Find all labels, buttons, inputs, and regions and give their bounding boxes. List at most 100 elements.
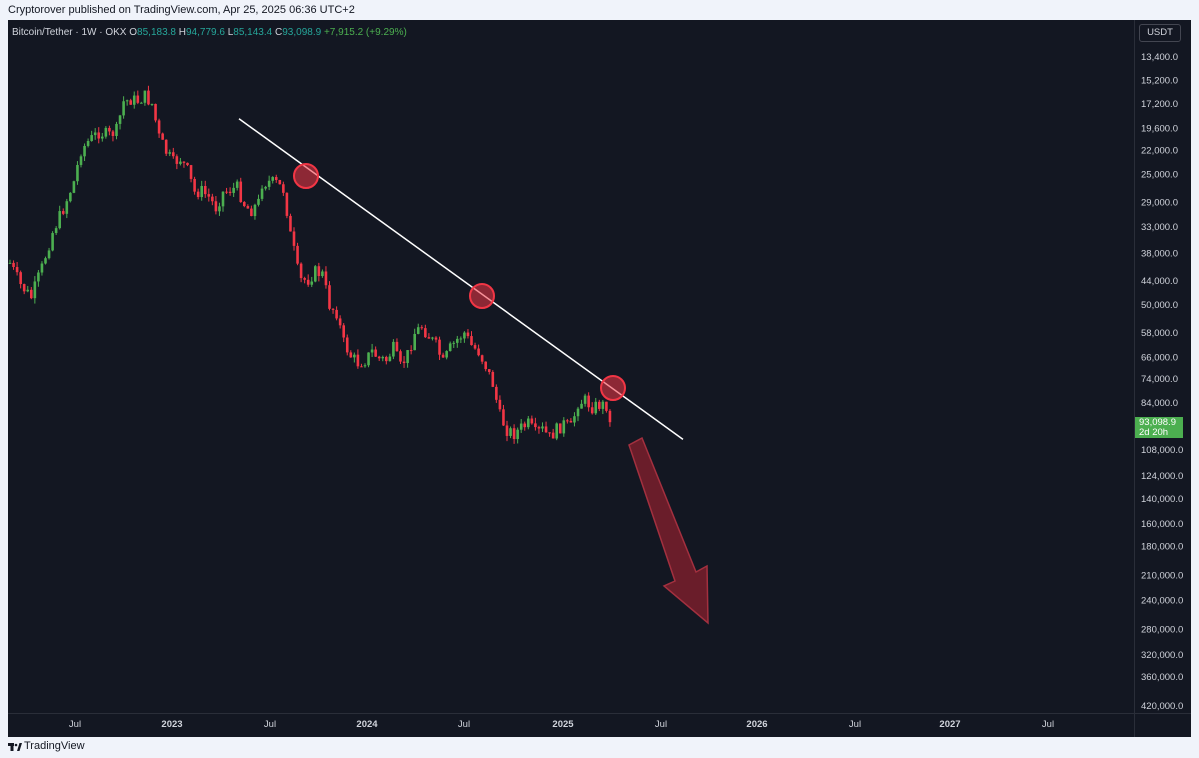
candle-body: [360, 366, 363, 368]
y-tick-label: 66,000.0: [1141, 352, 1178, 363]
candle-body: [93, 132, 97, 136]
candle-body: [480, 355, 484, 362]
candle-body: [321, 271, 324, 277]
y-tick-label: 74,000.0: [1141, 374, 1178, 385]
candle-body: [448, 343, 452, 352]
candle-body: [470, 336, 473, 346]
candle-body: [154, 103, 157, 121]
candle-body: [54, 228, 58, 234]
candle-body: [331, 308, 335, 310]
candle-body: [168, 152, 172, 154]
open-value: 85,183.8: [137, 27, 176, 38]
publish-info: Cryptorover published on TradingView.com…: [8, 4, 355, 16]
y-tick-label: 140,000.0: [1141, 494, 1183, 505]
x-tick-label: Jul: [849, 719, 861, 730]
low-value: 85,143.4: [233, 27, 273, 38]
candle-body: [243, 202, 246, 207]
time-axis-divider: [8, 713, 1191, 714]
candle-body: [19, 272, 22, 285]
candle-body: [314, 266, 317, 282]
publish-header: Cryptorover published on TradingView.com…: [0, 0, 1199, 20]
candle-body: [164, 139, 168, 154]
symbol-legend: Bitcoin/Tether · 1W · OKX O85,183.8 H94,…: [12, 27, 407, 38]
candle-body: [456, 338, 459, 343]
last-price-value: 93,098.9: [1139, 417, 1176, 428]
chart-pane[interactable]: 13,400.0 15,200.0 17,200.0 19,600.0 22,000.0…: [8, 20, 1191, 737]
bar-countdown: 2d 20h: [1139, 427, 1169, 438]
candle-body: [377, 356, 381, 359]
candle-body: [502, 409, 505, 426]
candle-body: [420, 327, 424, 329]
x-tick-label: 2026: [746, 719, 767, 730]
candle-body: [551, 432, 555, 439]
candle-body: [491, 371, 495, 387]
candle-body: [349, 352, 353, 358]
candle-body: [129, 100, 132, 105]
candle-body: [530, 418, 534, 424]
candle-body: [299, 263, 303, 279]
candle-body: [392, 341, 395, 357]
candle-body: [573, 416, 576, 423]
candle-body: [136, 95, 140, 103]
footer: TradingView: [0, 737, 1199, 758]
candle-body: [79, 156, 83, 165]
candle-body: [58, 211, 61, 229]
candle-body: [61, 211, 65, 214]
currency-button[interactable]: USDT: [1139, 24, 1181, 42]
candle-body: [512, 428, 516, 440]
candle-body: [587, 395, 590, 408]
down-arrow-icon: [628, 436, 709, 625]
x-tick-label: Jul: [264, 719, 276, 730]
y-tick-label: 50,000.0: [1141, 300, 1178, 311]
candle-body: [108, 127, 111, 132]
y-tick-label: 240,000.0: [1141, 596, 1183, 607]
price-chart[interactable]: 13,400.0 15,200.0 17,200.0 19,600.0 22,000.0…: [8, 20, 1191, 737]
candle-body: [214, 201, 218, 212]
candle-body: [558, 423, 562, 434]
candle-body: [157, 120, 161, 134]
candle-body: [445, 351, 448, 358]
candle-body: [601, 401, 605, 409]
candle-body: [413, 333, 416, 351]
candle-body: [505, 425, 509, 436]
x-tick-label: Jul: [655, 719, 667, 730]
candle-body: [86, 140, 90, 146]
candle-body: [289, 215, 292, 232]
y-tick-label: 420,000.0: [1141, 701, 1183, 712]
candle-body: [523, 423, 527, 428]
candle-body: [598, 401, 601, 409]
candle-body: [189, 165, 193, 179]
candle-body: [22, 284, 26, 292]
candle-body: [172, 152, 175, 157]
y-tick-label: 22,000.0: [1141, 145, 1178, 156]
candle-body: [260, 188, 264, 199]
candle-body: [498, 399, 502, 410]
candle-body: [402, 361, 406, 364]
candle-body: [196, 191, 200, 198]
candle-body: [228, 191, 232, 193]
candle-body: [566, 420, 569, 422]
candle-body: [527, 418, 530, 428]
candle-body: [12, 262, 15, 268]
candle-body: [576, 408, 580, 417]
candle-body: [516, 429, 519, 440]
x-tick-label: Jul: [1042, 719, 1054, 730]
candle-body: [509, 428, 512, 436]
candle-body: [409, 350, 413, 352]
candle-body: [193, 178, 196, 192]
candle-body: [370, 349, 374, 353]
candle-body: [115, 123, 118, 137]
candle-body: [583, 395, 587, 404]
candle-body: [278, 179, 282, 185]
y-tick-label: 29,000.0: [1141, 197, 1178, 208]
candle-body: [427, 337, 431, 339]
candle-body: [221, 191, 225, 207]
y-tick-label: 17,200.0: [1141, 99, 1178, 110]
candle-body: [374, 349, 377, 357]
candle-body: [487, 369, 491, 372]
x-tick-label: 2027: [939, 719, 960, 730]
candle-body: [381, 356, 385, 359]
y-tick-label: 15,200.0: [1141, 76, 1178, 87]
candle-body: [608, 410, 612, 423]
candle-body: [416, 327, 420, 334]
